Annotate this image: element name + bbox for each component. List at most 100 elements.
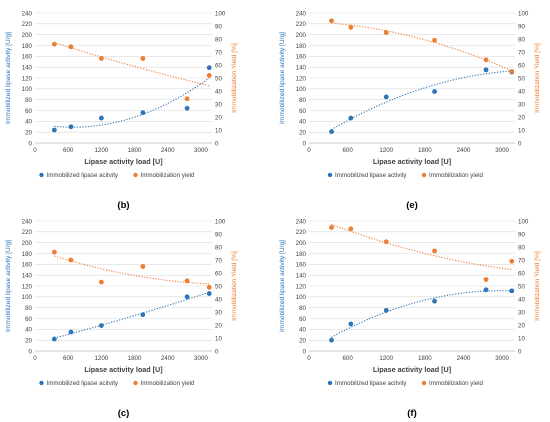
yield-point xyxy=(509,69,515,74)
y-right-tick-label: 30 xyxy=(215,101,222,108)
y-left-tick-label: 240 xyxy=(22,10,33,17)
activity-point xyxy=(329,337,334,343)
trendline-activity xyxy=(54,77,210,128)
activity-point xyxy=(348,321,354,327)
y-right-tick-label: 20 xyxy=(215,322,222,329)
yield-point xyxy=(348,226,354,232)
y-right-tick-label: 0 xyxy=(215,348,219,355)
yield-point xyxy=(140,264,146,269)
y-right-tick-label: 70 xyxy=(215,49,222,56)
x-tick-label: 1200 xyxy=(379,147,393,154)
activity-point xyxy=(383,307,389,313)
y-right-tick-label: 40 xyxy=(518,88,525,95)
activity-point xyxy=(329,129,334,135)
y-right-tick-label: 50 xyxy=(215,283,222,290)
y-right-axis-label: Immobilization Yield [%] xyxy=(534,43,541,113)
y-right-tick-label: 100 xyxy=(518,10,529,17)
y-right-tick-label: 50 xyxy=(215,75,222,82)
legend-label: Immobilized lipase acitvity xyxy=(47,172,119,179)
y-left-tick-label: 180 xyxy=(296,43,307,50)
activity-point xyxy=(432,298,437,304)
y-right-tick-label: 60 xyxy=(215,62,222,69)
x-tick-label: 600 xyxy=(63,355,74,362)
y-left-tick-label: 20 xyxy=(25,129,32,136)
y-right-tick-label: 100 xyxy=(215,218,226,225)
trendline-yield xyxy=(331,22,513,72)
y-left-tick-label: 20 xyxy=(25,337,32,344)
trendline-activity xyxy=(331,70,512,131)
x-tick-label: 1800 xyxy=(418,147,432,154)
legend-marker xyxy=(327,172,333,178)
legend-label: Immobilized lipase acitvity xyxy=(335,380,407,387)
y-left-tick-label: 220 xyxy=(296,21,307,28)
legend-label: Immobilization yield xyxy=(429,380,484,387)
y-right-axis-label: Immobilization Yield [%] xyxy=(231,251,238,321)
legend-label: Immobilization yield xyxy=(141,172,196,179)
y-right-tick-label: 10 xyxy=(518,127,525,134)
y-left-tick-label: 220 xyxy=(296,229,307,236)
yield-point xyxy=(51,249,57,255)
legend-label: Immobilized lipase activity xyxy=(335,172,407,179)
yield-point xyxy=(432,37,437,43)
activity-point xyxy=(348,115,354,121)
y-right-tick-label: 80 xyxy=(215,36,222,43)
y-right-tick-label: 40 xyxy=(518,296,525,303)
y-right-tick-label: 40 xyxy=(215,88,222,95)
activity-point xyxy=(98,323,104,328)
y-left-tick-label: 160 xyxy=(22,262,33,269)
yield-point xyxy=(329,18,334,24)
yield-point xyxy=(68,257,74,263)
activity-point xyxy=(140,312,146,318)
y-left-tick-label: 0 xyxy=(29,348,33,355)
chart-panel-4: 0204060801001201401601802002202400102030… xyxy=(279,218,541,419)
y-right-tick-label: 70 xyxy=(518,49,525,56)
y-left-axis-label: Immobilized lipase activity [U/g] xyxy=(5,32,12,124)
activity-point xyxy=(68,124,74,130)
yield-point xyxy=(483,277,489,282)
y-right-tick-label: 10 xyxy=(215,127,222,134)
yield-point xyxy=(383,30,389,35)
x-tick-label: 0 xyxy=(307,355,311,362)
y-right-tick-label: 90 xyxy=(518,231,525,238)
yield-point xyxy=(483,57,489,63)
yield-point xyxy=(329,225,334,230)
y-left-tick-label: 0 xyxy=(303,348,307,355)
trendline-yield xyxy=(54,42,210,87)
y-left-tick-label: 200 xyxy=(22,240,33,247)
panel-label: (c) xyxy=(118,408,130,419)
activity-point xyxy=(383,94,389,100)
activity-point xyxy=(68,329,74,335)
y-left-tick-label: 80 xyxy=(299,97,306,104)
panel-label: (f) xyxy=(407,408,417,419)
y-left-tick-label: 160 xyxy=(22,54,33,61)
x-tick-label: 3000 xyxy=(495,355,509,362)
y-right-tick-label: 60 xyxy=(518,62,525,69)
y-right-tick-label: 60 xyxy=(215,270,222,277)
y-right-tick-label: 30 xyxy=(518,309,525,316)
y-left-tick-label: 20 xyxy=(299,129,306,136)
y-left-tick-label: 180 xyxy=(296,251,307,258)
y-left-tick-label: 60 xyxy=(299,108,306,115)
y-right-tick-label: 30 xyxy=(518,101,525,108)
yield-point xyxy=(184,96,190,102)
y-left-tick-label: 80 xyxy=(25,305,32,312)
y-left-tick-label: 60 xyxy=(299,316,306,323)
y-right-tick-label: 80 xyxy=(215,244,222,251)
y-left-tick-label: 140 xyxy=(296,272,307,279)
legend-label: Immobilization yield xyxy=(141,380,196,387)
y-right-tick-label: 10 xyxy=(518,335,525,342)
y-right-tick-label: 40 xyxy=(215,296,222,303)
x-tick-label: 1200 xyxy=(379,355,393,362)
yield-point xyxy=(98,56,104,61)
y-left-tick-label: 120 xyxy=(296,75,307,82)
yield-point xyxy=(68,44,74,50)
y-left-tick-label: 100 xyxy=(22,86,33,93)
y-right-tick-label: 50 xyxy=(518,75,525,82)
y-right-tick-label: 20 xyxy=(518,114,525,121)
y-right-tick-label: 70 xyxy=(215,257,222,264)
activity-point xyxy=(184,105,190,111)
y-left-tick-label: 0 xyxy=(29,140,33,147)
x-tick-label: 2400 xyxy=(161,355,175,362)
x-axis-label: Lipase activity load [U] xyxy=(84,157,162,166)
